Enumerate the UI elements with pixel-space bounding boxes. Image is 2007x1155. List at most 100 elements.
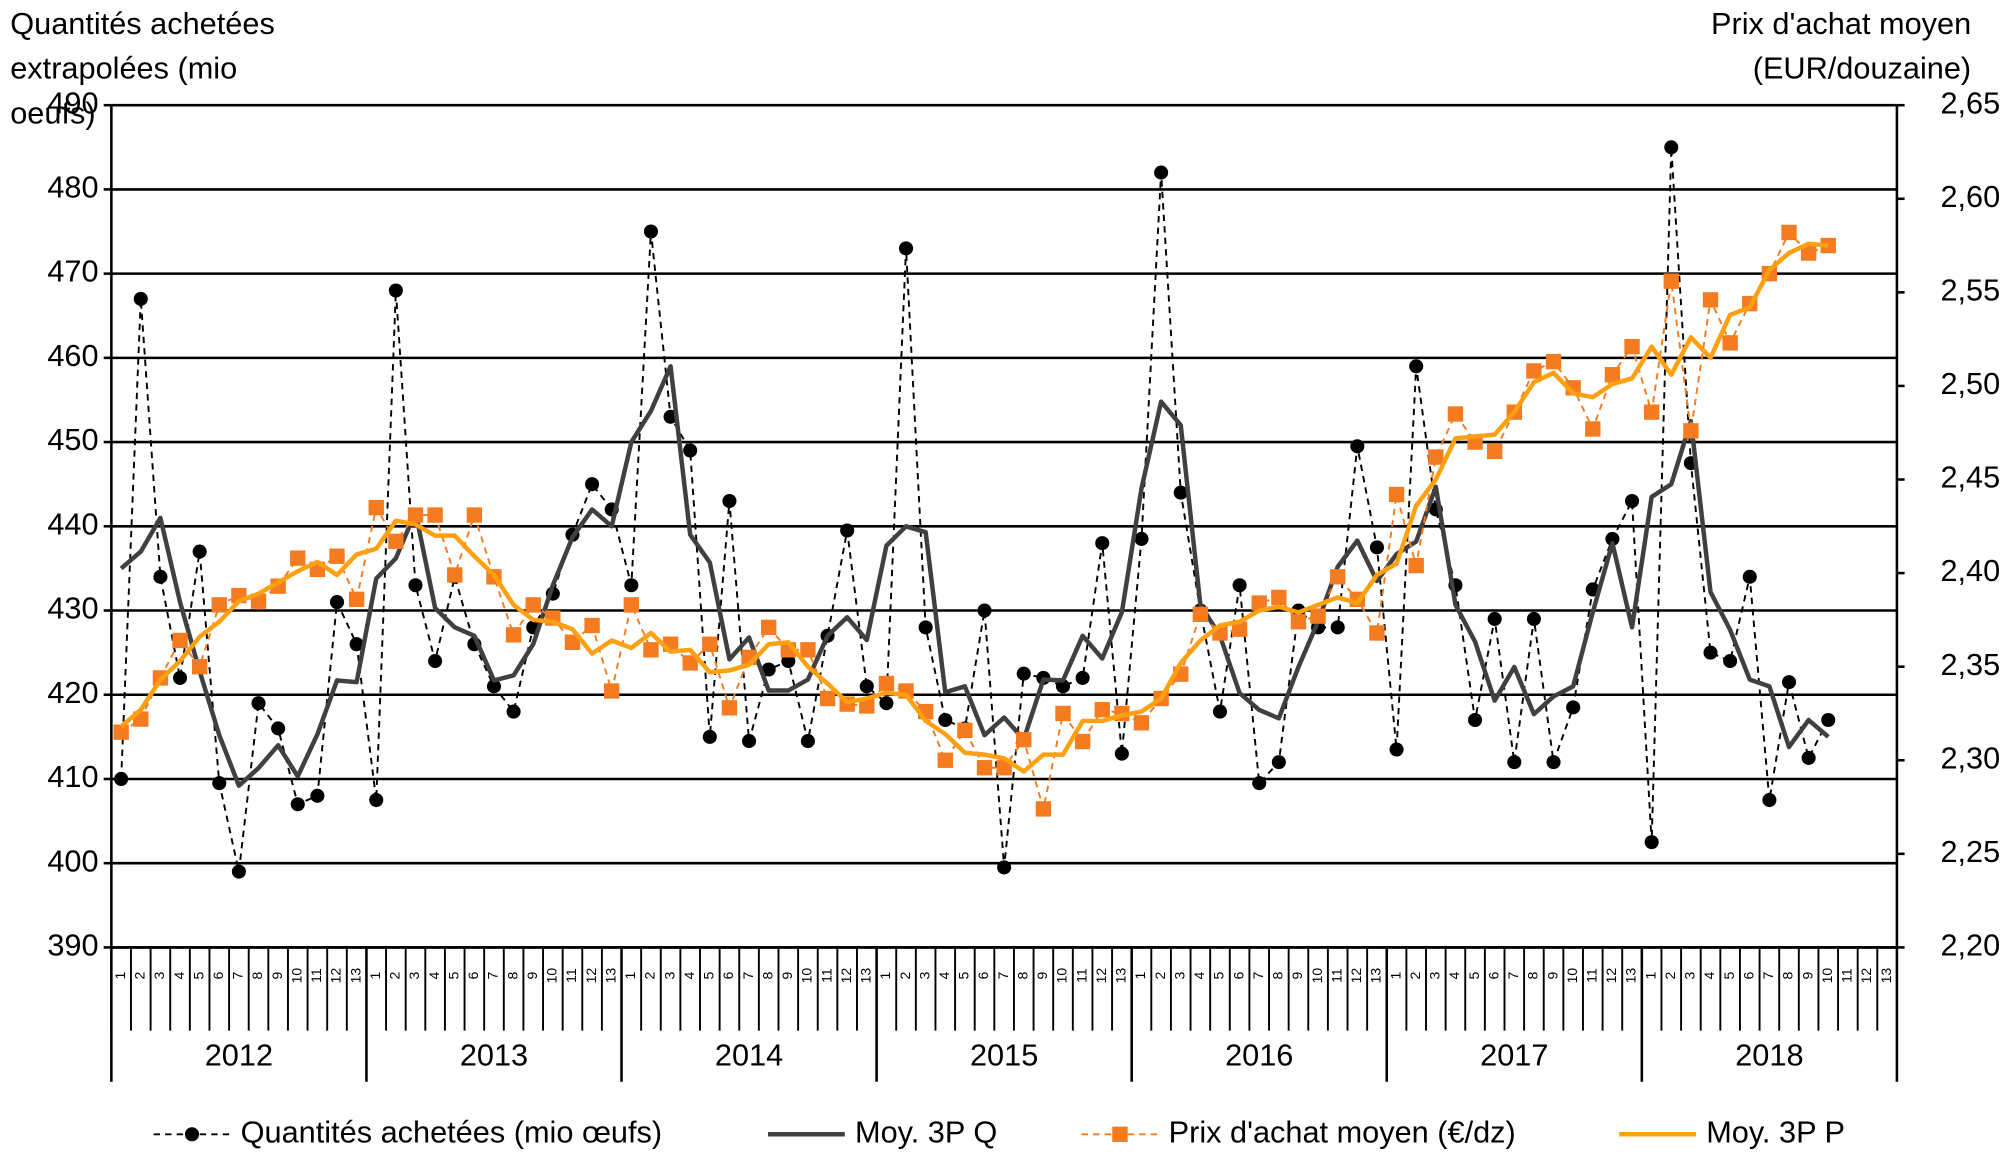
data-point — [1624, 493, 1640, 509]
x-tick-label: 9 — [1544, 971, 1560, 979]
x-tick-label: 4 — [1191, 971, 1207, 979]
group-label: 2016 — [1225, 1038, 1293, 1073]
x-tick-label: 6 — [1485, 971, 1501, 979]
data-point — [1055, 705, 1071, 722]
legend-marker — [184, 1127, 200, 1142]
series-line — [119, 364, 1830, 788]
y2-axis-title: Prix d'achat moyen — [1711, 6, 1971, 41]
data-point — [1486, 443, 1503, 460]
data-point — [1526, 611, 1541, 626]
x-tick-label: 10 — [1054, 968, 1070, 984]
data-point — [388, 533, 404, 549]
data-point — [1800, 245, 1817, 261]
y2-tick-label: 2,20 — [1940, 928, 2000, 963]
data-point — [1114, 746, 1129, 761]
y2-tick-label: 2,30 — [1940, 740, 2000, 775]
data-point — [937, 752, 953, 768]
data-point — [1075, 670, 1090, 685]
data-point — [878, 675, 895, 692]
x-tick-label: 1 — [1387, 971, 1403, 979]
data-point — [310, 788, 325, 803]
x-tick-label: 1 — [622, 971, 638, 979]
data-point — [898, 241, 914, 256]
x-tick-label: 6 — [1230, 971, 1246, 979]
x-tick-label: 1 — [1642, 971, 1658, 979]
data-point — [1526, 363, 1542, 379]
y-tick-label: 460 — [47, 338, 98, 373]
data-point — [1683, 423, 1699, 439]
data-point — [1212, 704, 1228, 719]
data-point — [1722, 335, 1738, 351]
x-tick-label: 5 — [445, 971, 461, 979]
x-tick-label: 9 — [269, 971, 285, 979]
x-tick-label: 13 — [858, 968, 874, 984]
data-point — [1074, 733, 1091, 750]
y-axis-title: Quantités achetées — [10, 6, 275, 41]
x-tick-label: 11 — [1839, 968, 1855, 983]
data-point — [172, 670, 188, 685]
x-tick-label: 2 — [1407, 971, 1423, 979]
data-point — [1173, 485, 1188, 500]
data-point — [1428, 449, 1444, 465]
data-point — [1821, 712, 1836, 728]
data-point — [1507, 755, 1522, 770]
y-tick-label: 390 — [47, 928, 98, 963]
data-point — [1231, 621, 1248, 637]
x-tick-label: 8 — [1780, 971, 1796, 979]
y2-tick-label: 2,60 — [1940, 179, 2000, 214]
x-tick-label: 3 — [661, 971, 677, 979]
data-point — [722, 493, 737, 509]
data-point — [1487, 611, 1502, 626]
data-point — [624, 578, 639, 593]
x-tick-label: 9 — [1289, 971, 1305, 979]
group-label: 2017 — [1480, 1038, 1548, 1073]
data-point — [976, 760, 993, 776]
data-point — [1545, 353, 1562, 370]
data-point — [153, 569, 168, 584]
data-point — [1232, 578, 1247, 593]
x-tick-label: 5 — [1721, 971, 1737, 979]
x-tick-label: 2 — [387, 971, 403, 979]
x-tick-label: 7 — [1760, 971, 1776, 979]
x-tick-label: 10 — [1564, 968, 1580, 984]
x-tick-label: 1 — [112, 971, 128, 979]
group-label: 2014 — [715, 1038, 783, 1073]
x-tick-label: 12 — [1093, 968, 1109, 984]
data-point — [859, 698, 875, 714]
x-tick-label: 12 — [838, 968, 854, 984]
data-point — [1643, 404, 1660, 420]
x-tick-label: 5 — [1466, 971, 1482, 979]
data-point — [800, 642, 816, 658]
data-point — [1016, 731, 1032, 748]
data-point — [643, 642, 659, 658]
y-tick-label: 470 — [47, 254, 98, 289]
x-tick-label: 8 — [1525, 971, 1541, 979]
data-point — [1742, 569, 1757, 584]
x-tick-label: 11 — [1584, 968, 1600, 983]
y-tick-label: 480 — [47, 170, 98, 205]
x-tick-label: 6 — [720, 971, 736, 979]
data-point — [133, 291, 148, 306]
data-point — [702, 636, 718, 652]
data-point — [1330, 569, 1346, 585]
data-point — [1016, 666, 1031, 681]
data-point — [1663, 273, 1679, 289]
x-tick-label: 7 — [485, 971, 501, 979]
x-tick-label: 4 — [1446, 971, 1462, 979]
data-point — [859, 679, 874, 694]
x-tick-label: 8 — [504, 971, 520, 979]
data-point — [1369, 540, 1384, 555]
x-tick-label: 6 — [1740, 971, 1756, 979]
data-point — [368, 499, 384, 516]
y2-tick-label: 2,25 — [1940, 834, 2000, 869]
data-point — [1251, 595, 1267, 611]
data-point — [1447, 406, 1464, 422]
y-tick-label: 420 — [47, 675, 98, 710]
data-point — [191, 658, 208, 675]
data-point — [1134, 531, 1149, 546]
data-point — [1369, 625, 1385, 641]
data-point — [1252, 776, 1267, 791]
data-point — [938, 712, 953, 728]
x-tick-label: 3 — [151, 971, 167, 979]
